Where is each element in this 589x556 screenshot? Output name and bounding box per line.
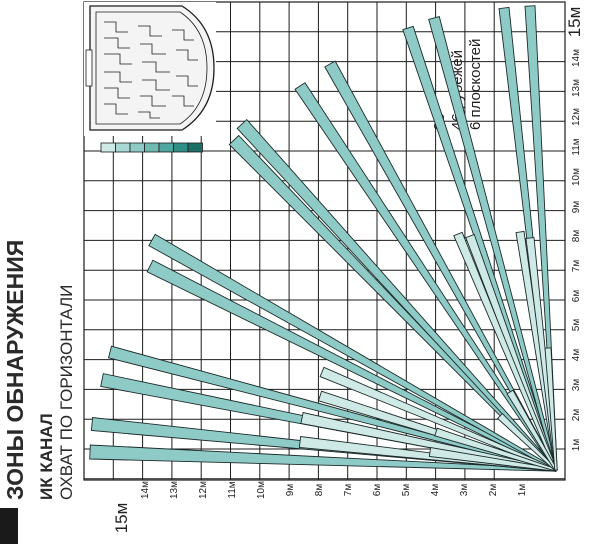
left-axis-label: 12м — [198, 481, 209, 499]
detection-beam — [544, 347, 558, 471]
left-axis-label: 5м — [401, 484, 412, 497]
legend-swatch — [115, 142, 131, 153]
left-axis-labels: 15м 14м 13м 12м 11м 10м 9м 8м 7м 6м 5м 4… — [112, 481, 528, 533]
lens-mount — [85, 49, 93, 87]
right-axis-label: 4м — [571, 349, 582, 362]
right-axis-label: 6м — [571, 290, 582, 303]
legend-swatch — [129, 142, 145, 153]
left-axis-label: 1м — [517, 484, 528, 497]
left-axis-end-label: 15м — [112, 503, 131, 534]
right-axis-label: 10м — [571, 168, 582, 186]
left-axis-label: 8м — [314, 484, 325, 497]
legend-swatch — [100, 142, 116, 153]
left-axis-label: 3м — [459, 484, 470, 497]
left-axis-label: 2м — [488, 484, 499, 497]
left-axis-label: 9м — [285, 484, 296, 497]
channel-subtitle: ОХВАТ ПО ГОРИЗОНТАЛИ — [57, 285, 76, 500]
right-axis-label: 9м — [571, 201, 582, 214]
right-axis-label: 1м — [571, 439, 582, 452]
grid-border — [83, 1, 566, 481]
left-axis-label: 7м — [343, 484, 354, 497]
right-axis-label: 13м — [571, 79, 582, 97]
right-axis-label: 5м — [571, 319, 582, 332]
channel-title: ИК КАНАЛ — [37, 413, 56, 500]
spec-planes: 6 плоскостей — [467, 39, 484, 130]
legend-swatch — [144, 142, 160, 153]
left-axis-label: 11м — [227, 481, 238, 498]
section-badge — [0, 508, 18, 544]
right-axis-labels: 1м 2м 3м 4м 5м 6м 7м 8м 9м 10м 11м 12м 1… — [565, 7, 584, 452]
legend-swatch — [187, 142, 203, 153]
beams — [89, 5, 558, 472]
left-axis-label: 14м — [140, 481, 151, 499]
section-code: A1 — [38, 509, 68, 542]
legend-swatch — [158, 142, 174, 153]
left-axis-label: 4м — [430, 484, 441, 497]
right-axis-label: 14м — [571, 49, 582, 67]
right-axis-end-label: 15м — [565, 7, 584, 38]
legend-swatch — [173, 142, 189, 153]
right-axis-label: 12м — [571, 108, 582, 126]
lens-outline — [89, 5, 215, 131]
right-axis-label: 8м — [571, 230, 582, 243]
left-axis-label: 10м — [256, 481, 267, 499]
color-legend — [100, 142, 203, 153]
page-title: ЗОНЫ ОБНАРУЖЕНИЯ — [2, 240, 28, 500]
right-axis-label: 11м — [571, 138, 582, 155]
left-axis-label: 13м — [169, 481, 180, 499]
lens-segments — [104, 21, 198, 119]
right-axis-label: 3м — [571, 379, 582, 392]
lens-inset — [84, 2, 216, 136]
left-axis-label: 6м — [372, 484, 383, 497]
right-axis-label: 2м — [571, 409, 582, 422]
right-axis-label: 7м — [571, 260, 582, 273]
